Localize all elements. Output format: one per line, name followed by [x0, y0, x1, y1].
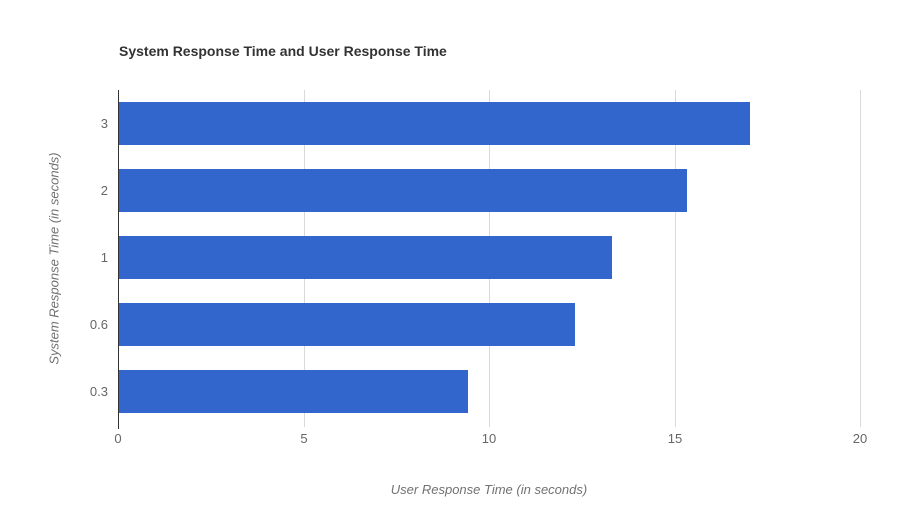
bar-3	[119, 102, 750, 145]
bar-0.3	[119, 370, 468, 413]
gridline	[860, 90, 861, 427]
x-axis-tick-labels: 0 5 10 15 20	[114, 431, 867, 447]
x-axis-title: User Response Time (in seconds)	[390, 482, 588, 497]
category-label: 2	[100, 183, 108, 198]
gridline	[675, 90, 676, 427]
y-axis-tick-labels: 3 2 1 0.6 0.3	[0, 90, 108, 425]
x-tick-label: 20	[852, 431, 868, 446]
category-label: 3	[100, 116, 108, 131]
plot-area	[118, 90, 861, 429]
category-label: 1	[100, 250, 108, 265]
x-tick-label: 10	[481, 431, 497, 446]
chart-title: System Response Time and User Response T…	[119, 43, 447, 59]
x-tick-label: 15	[667, 431, 683, 446]
axis-baseline	[118, 90, 119, 429]
bar-0.6	[119, 303, 575, 346]
x-tick-label: 5	[300, 431, 308, 446]
category-label: 0.3	[89, 384, 108, 399]
x-tick-label: 0	[114, 431, 122, 446]
bar-2	[119, 169, 687, 212]
category-label: 0.6	[89, 317, 108, 332]
bar-1	[119, 236, 612, 279]
